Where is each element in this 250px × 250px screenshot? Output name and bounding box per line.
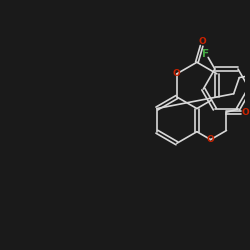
Text: F: F xyxy=(202,48,209,58)
Text: O: O xyxy=(173,69,181,78)
Text: O: O xyxy=(242,108,249,117)
Text: O: O xyxy=(207,135,214,144)
Text: O: O xyxy=(199,37,207,46)
